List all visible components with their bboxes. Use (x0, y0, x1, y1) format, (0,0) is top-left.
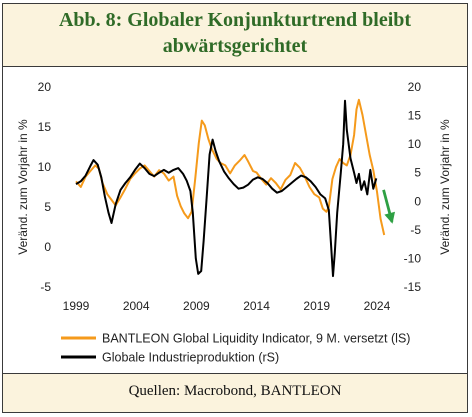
left-y-tick-label: 20 (38, 80, 52, 94)
x-tick-label: 2024 (364, 299, 391, 313)
left-y-axis-label: Veränd. zum Vorjahr in % (16, 119, 30, 255)
left-y-tick-label: -5 (40, 280, 51, 294)
legend-label-1: BANTLEON Global Liquidity Indicator, 9 M… (102, 332, 410, 346)
right-y-tick-label: -10 (404, 251, 422, 265)
x-tick-label: 1999 (63, 299, 90, 313)
line-chart: -5 0 5 10 15 20 -15 -10 -5 0 5 10 15 20 1999 2004 2009 20… (16, 80, 452, 365)
left-y-tick-label: 5 (44, 200, 51, 214)
right-y-tick-label: -15 (404, 280, 422, 294)
right-y-tick-label: 20 (408, 80, 422, 94)
source-note: Quellen: Macrobond, BANTLEON (128, 383, 342, 399)
chart-title-line-2: abwärtsgerichtet (162, 35, 308, 57)
right-y-tick-label: 10 (408, 137, 422, 151)
right-y-tick-label: -5 (410, 223, 421, 237)
x-tick-label: 2014 (243, 299, 270, 313)
right-y-tick-label: 0 (414, 194, 421, 208)
right-y-axis-label: Veränd. zum Vorjahr in % (438, 119, 452, 255)
series-line-2 (75, 99, 378, 278)
trend-arrow-head (384, 211, 395, 224)
right-y-tick-label: 15 (408, 109, 422, 123)
right-y-tick-label: 5 (414, 166, 421, 180)
x-tick-label: 2004 (123, 299, 150, 313)
x-tick-label: 2009 (183, 299, 210, 313)
title-panel: Abb. 8: Globaler Konjunkturtrend bleibt … (3, 4, 467, 67)
source-panel: Quellen: Macrobond, BANTLEON (3, 373, 467, 412)
chart-title-line-1: Abb. 8: Globaler Konjunkturtrend bleibt (58, 9, 412, 31)
x-tick-label: 2019 (303, 299, 330, 313)
chart-figure: Abb. 8: Globaler Konjunkturtrend bleibt … (2, 3, 468, 413)
left-y-tick-label: 15 (38, 120, 52, 134)
legend-label-2: Globale Industrieproduktion (rS) (102, 351, 279, 365)
left-y-tick-label: 0 (44, 240, 51, 254)
left-y-tick-label: 10 (38, 160, 52, 174)
